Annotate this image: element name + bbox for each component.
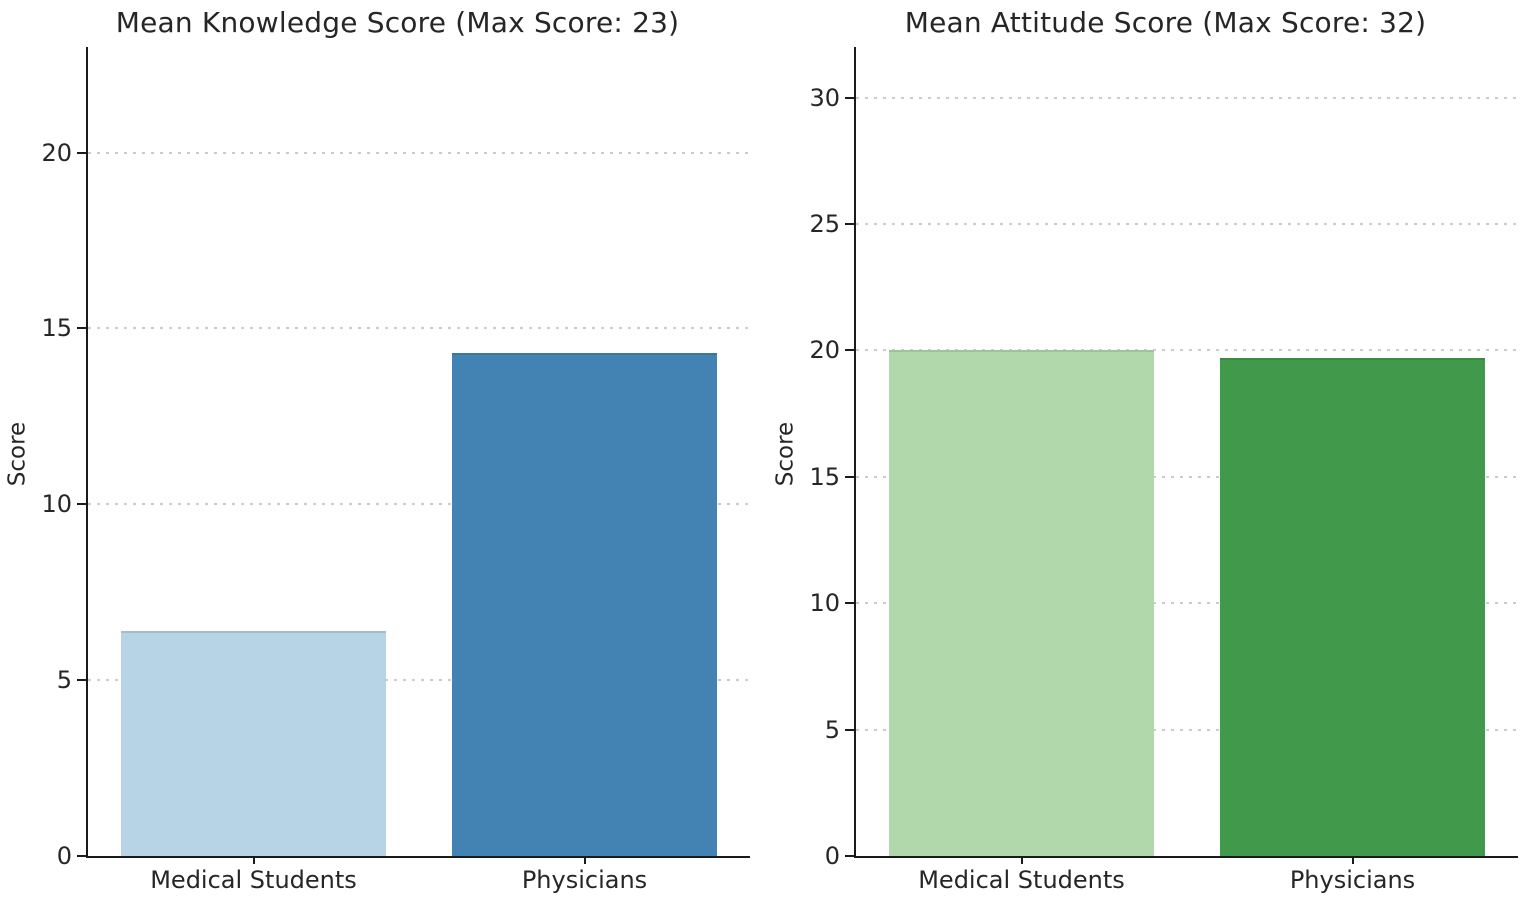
y-tick-mark-0 (845, 855, 854, 857)
y-tick-label-15: 15 (809, 462, 840, 491)
x-tick-mark-physicians (1351, 856, 1354, 864)
y-tick-label-0: 0 (56, 842, 72, 870)
y-tick-mark-20 (845, 349, 854, 352)
chart-title: Mean Attitude Score (Max Score: 32) (904, 6, 1427, 39)
bar-medical-students (121, 630, 386, 856)
y-tick-label-20: 20 (41, 138, 72, 167)
y-tick-label-5: 5 (824, 715, 840, 744)
gridline-y-25 (856, 222, 1518, 225)
x-axis-spine (854, 856, 1518, 858)
y-axis-spine (854, 47, 856, 856)
y-tick-label-15: 15 (41, 314, 72, 343)
gridline-y-15 (856, 475, 1518, 478)
y-tick-label-25: 25 (809, 209, 840, 238)
plot-area-knowledge: 0 5 10 15 20 Medical Students Physicians (41, 47, 750, 894)
y-tick-label-20: 20 (809, 336, 840, 365)
x-tick-mark-medical-students (252, 856, 255, 864)
y-tick-mark-10 (77, 503, 86, 506)
x-axis-spine (86, 856, 750, 858)
y-tick-mark-25 (845, 222, 854, 225)
x-tick-label-medical-students: Medical Students (918, 866, 1125, 894)
y-tick-label-0: 0 (824, 842, 840, 870)
chart-attitude-score: Mean Attitude Score (Max Score: 32) Scor… (768, 0, 1536, 899)
y-tick-mark-5 (77, 679, 86, 682)
gridline-y-20 (856, 349, 1518, 352)
x-tick-mark-medical-students (1020, 856, 1023, 864)
y-tick-label-10: 10 (41, 490, 72, 519)
x-tick-label-physicians: Physicians (1289, 866, 1416, 894)
bar-medical-students (889, 350, 1154, 856)
chart-knowledge-score: Mean Knowledge Score (Max Score: 23) Sco… (5, 6, 750, 894)
y-tick-mark-5 (845, 728, 854, 731)
bar-physicians (452, 353, 717, 856)
y-tick-mark-10 (845, 602, 854, 605)
chart-title: Mean Knowledge Score (Max Score: 23) (115, 6, 680, 39)
y-tick-mark-0 (77, 855, 86, 857)
gridline-y-10 (88, 503, 750, 506)
bar-physicians (1220, 357, 1485, 856)
x-tick-mark-physicians (583, 856, 586, 864)
y-tick-label-30: 30 (809, 83, 840, 112)
y-tick-mark-20 (77, 151, 86, 154)
plot-area-attitude: 0 5 10 15 20 25 30 Medical Students Physicians (809, 47, 1518, 894)
gridline-y-10 (856, 602, 1518, 605)
gridline-y-15 (88, 327, 750, 330)
gridline-y-5 (856, 728, 1518, 731)
y-tick-mark-15 (77, 327, 86, 330)
y-tick-mark-15 (845, 475, 854, 478)
x-tick-label-medical-students: Medical Students (150, 866, 357, 894)
x-tick-label-physicians: Physicians (521, 866, 648, 894)
gridline-y-30 (856, 96, 1518, 99)
y-axis-spine (86, 47, 88, 856)
gridline-y-5 (88, 679, 750, 682)
y-tick-label-5: 5 (56, 666, 72, 695)
y-tick-label-10: 10 (809, 589, 840, 618)
y-tick-mark-30 (845, 96, 854, 99)
gridline-y-20 (88, 151, 750, 154)
